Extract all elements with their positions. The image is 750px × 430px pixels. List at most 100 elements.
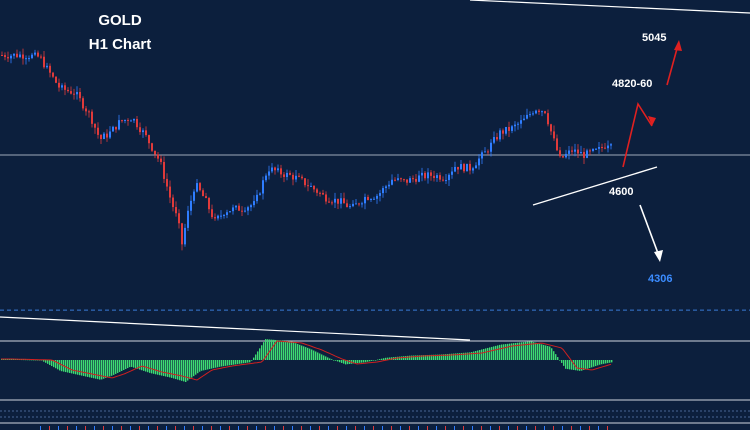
histogram-bar [135,360,137,369]
level-label-4820-60: 4820-60 [612,78,653,90]
bull-candle [370,199,372,201]
histogram-bar [123,360,125,371]
histogram-bar [193,360,195,377]
histogram-bar [525,341,527,360]
bear-candle [94,123,96,128]
chart-title: GOLD [98,12,142,29]
histogram-bar [559,360,561,361]
histogram-bar [431,354,433,360]
bull-candle [250,205,252,208]
bull-candle [541,111,543,113]
bottom-tick [499,426,500,430]
bear-candle [487,151,489,153]
bear-candle [160,158,162,162]
bull-candle [421,172,423,176]
white-arrowhead [654,250,663,262]
bottom-tick [373,426,374,430]
bottom-tick [454,426,455,430]
histogram-bar [301,345,303,360]
histogram-bar [379,359,381,360]
bottom-tick [364,426,365,430]
histogram-bar [439,354,441,360]
bear-candle [406,179,408,183]
bull-candle [277,168,279,171]
histogram-bar [595,360,597,367]
bottom-tick [355,426,356,430]
bull-candle [220,215,222,217]
bull-candle [529,114,531,116]
bull-candle [355,203,357,205]
bull-candle [133,118,135,121]
bear-candle [331,202,333,204]
histogram-bar [521,342,523,360]
histogram-bar [457,353,459,360]
bear-candle [313,185,315,190]
histogram-bar [537,343,539,360]
histogram-bar [27,359,29,361]
histogram-bar [333,360,335,361]
histogram-bar [211,360,213,369]
histogram-bar [377,359,379,361]
histogram-bar [387,357,389,360]
bear-candle [496,137,498,140]
histogram-bar [137,360,139,369]
histogram-bar [467,352,469,360]
histogram-bar [229,360,231,366]
histogram-bar [451,353,453,360]
histogram-bar [375,360,377,361]
bottom-tick [571,426,572,430]
bull-candle [532,113,534,115]
histogram-bar [533,342,535,360]
histogram-bar [99,360,101,380]
histogram-bar [95,360,97,379]
bull-candle [25,58,27,60]
histogram-bar [145,360,147,372]
histogram-bar [151,360,153,374]
bull-candle [481,152,483,159]
histogram-bar [197,360,199,374]
bottom-tick [148,426,149,430]
histogram-bar [253,357,255,360]
bull-candle [514,124,516,127]
histogram-bar [573,360,575,370]
bear-candle [70,91,72,94]
bear-candle [4,55,6,58]
histogram-bar [159,360,161,376]
bull-candle [232,207,234,212]
histogram-bar [529,341,531,360]
histogram-bar [513,343,515,360]
histogram-bar [389,357,391,360]
bull-candle [448,174,450,181]
bear-candle [280,168,282,175]
bottom-tick [292,426,293,430]
histogram-bar [61,360,63,372]
bear-candle [412,178,414,180]
bull-candle [499,130,501,140]
histogram-bar [441,354,443,360]
bear-candle [85,108,87,112]
candles [1,48,612,251]
histogram-bar [445,354,447,360]
bull-candle [271,167,273,172]
histogram-bar [69,360,71,373]
level-label-4600: 4600 [609,186,634,198]
histogram-bar [271,339,273,360]
bear-candle [175,207,177,214]
bull-candle [574,149,576,152]
histogram-bar [535,342,537,360]
histogram-bar [285,340,287,360]
bear-candle [604,147,606,149]
histogram-bar [329,358,331,360]
histogram-bar [243,360,245,364]
histogram-bar [505,344,507,360]
histogram-bar [79,360,81,376]
bottom-tick [481,426,482,430]
white-projection-arrow [639,204,660,257]
histogram-bar [419,355,421,360]
bear-candle [439,175,441,180]
bear-candle [589,150,591,152]
bear-candle [151,143,153,151]
bottom-tick [427,426,428,430]
bull-candle [517,123,519,125]
bull-candle [76,92,78,95]
